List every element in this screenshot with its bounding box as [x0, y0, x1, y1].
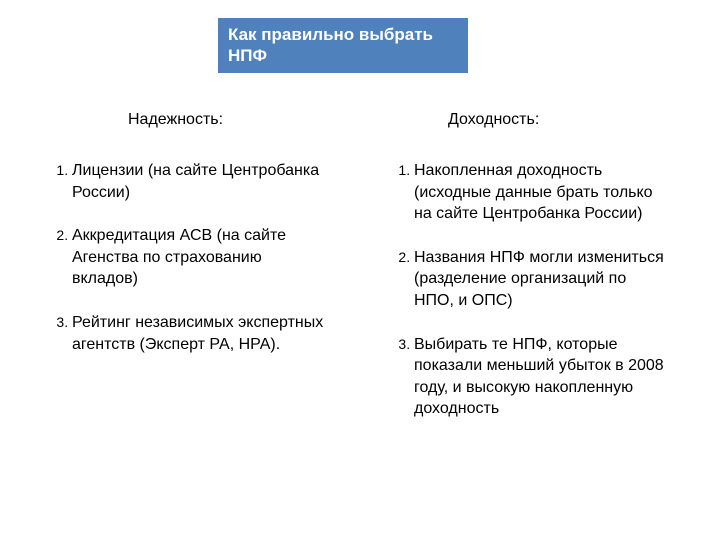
heading-reliability: Надежность: — [128, 110, 238, 129]
heading-profitability: Доходность: — [448, 110, 568, 129]
column-reliability: Лицензии (на сайте Центробанка России) А… — [50, 160, 325, 377]
list-item: Названия НПФ могли измениться (разделени… — [414, 247, 667, 312]
column-profitability: Накопленная доходность (исходные данные … — [392, 160, 667, 442]
slide-title: Как правильно выбрать НПФ — [218, 18, 468, 73]
list-item: Выбирать те НПФ, которые показали меньши… — [414, 334, 667, 420]
list-item: Накопленная доходность (исходные данные … — [414, 160, 667, 225]
list-item: Аккредитация АСВ (на сайте Агенства по с… — [72, 225, 325, 290]
list-reliability: Лицензии (на сайте Центробанка России) А… — [50, 160, 325, 355]
list-item: Лицензии (на сайте Центробанка России) — [72, 160, 325, 203]
list-item: Рейтинг независимых экспертных агентств … — [72, 312, 325, 355]
list-profitability: Накопленная доходность (исходные данные … — [392, 160, 667, 420]
